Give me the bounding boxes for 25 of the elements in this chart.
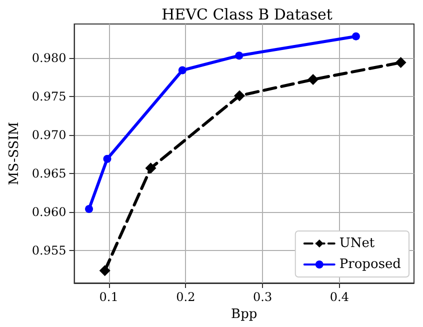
point [85, 205, 94, 213]
legend-label: UNet [339, 236, 376, 251]
point [235, 52, 244, 60]
y-tick-label: 0.975 [32, 89, 66, 104]
point [395, 57, 406, 68]
x-axis-title: Bpp [231, 306, 258, 322]
y-tick-label: 0.970 [32, 128, 66, 142]
point [99, 265, 110, 276]
point [352, 32, 360, 40]
legend-label: Proposed [339, 257, 401, 272]
chart-title: HEVC Class B Dataset [162, 6, 332, 24]
point [145, 162, 156, 174]
y-tick-label: 0.965 [32, 166, 66, 181]
y-tick-label: 0.980 [32, 50, 66, 65]
x-tick-label: 0.3 [253, 290, 272, 304]
x-tick-label: 0.1 [99, 290, 118, 304]
point [178, 66, 186, 74]
point [234, 90, 246, 102]
x-tick-label: 0.4 [330, 290, 350, 304]
x-tick-label: 0.2 [176, 290, 196, 304]
point [103, 154, 112, 163]
y-tick-label: 0.960 [32, 205, 66, 220]
point [308, 74, 319, 85]
y-tick-label: 0.955 [32, 244, 66, 258]
y-axis-title: MS-SSIM [7, 122, 22, 186]
